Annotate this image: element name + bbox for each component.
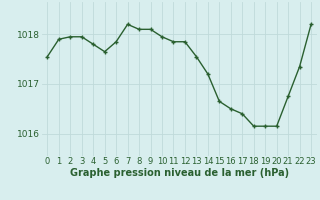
X-axis label: Graphe pression niveau de la mer (hPa): Graphe pression niveau de la mer (hPa)	[70, 168, 289, 178]
